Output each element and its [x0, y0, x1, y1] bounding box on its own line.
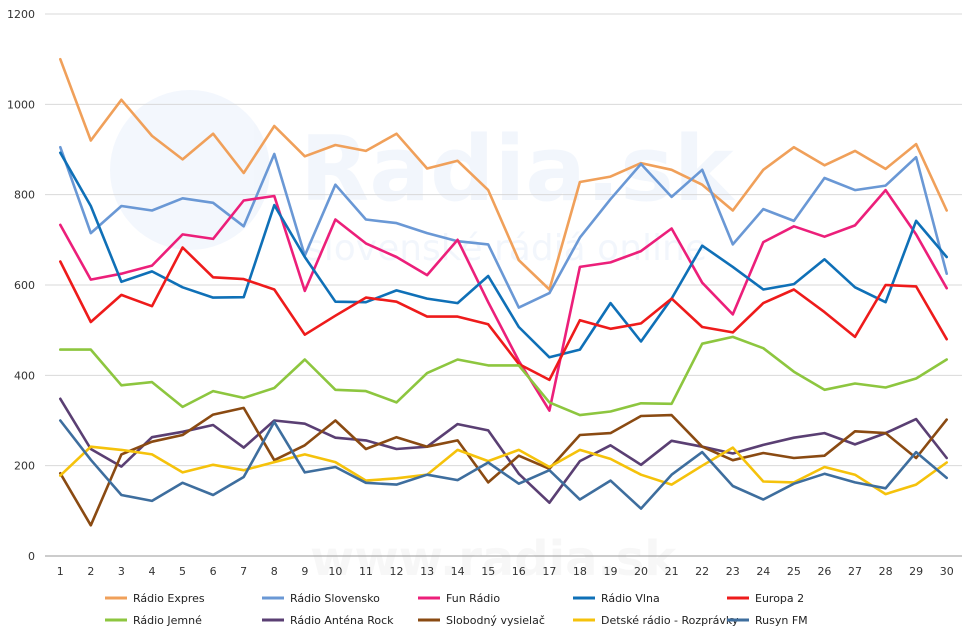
legend-label: Fun Rádio — [446, 592, 500, 605]
y-tick-label: 1000 — [7, 98, 35, 111]
series-line — [58, 406, 949, 527]
series-line — [58, 188, 949, 412]
x-tick-label: 10 — [328, 565, 342, 578]
series-line — [58, 145, 949, 309]
x-tick-label: 3 — [118, 565, 125, 578]
x-tick-label: 28 — [879, 565, 893, 578]
x-tick-label: 9 — [301, 565, 308, 578]
legend-label: Detské rádio - Rozprávky — [601, 614, 739, 627]
x-tick-label: 23 — [726, 565, 740, 578]
x-tick-label: 20 — [634, 565, 648, 578]
series-line — [58, 335, 949, 417]
series-line — [58, 445, 949, 496]
watermark-site: www.radia.sk — [310, 531, 677, 587]
legend-label: Rusyn FM — [755, 614, 808, 627]
x-tick-label: 1 — [57, 565, 64, 578]
x-tick-label: 7 — [240, 565, 247, 578]
y-tick-label: 0 — [28, 550, 35, 563]
legend-label: Europa 2 — [755, 592, 804, 605]
x-tick-label: 14 — [451, 565, 465, 578]
series-line — [58, 246, 949, 382]
x-tick-label: 13 — [420, 565, 434, 578]
x-tick-label: 21 — [665, 565, 679, 578]
x-tick-label: 5 — [179, 565, 186, 578]
x-tick-label: 8 — [271, 565, 278, 578]
x-tick-label: 18 — [573, 565, 587, 578]
y-tick-label: 400 — [14, 369, 35, 382]
x-tick-label: 24 — [756, 565, 770, 578]
x-tick-label: 19 — [603, 565, 617, 578]
y-tick-label: 200 — [14, 460, 35, 473]
y-tick-label: 600 — [14, 279, 35, 292]
x-tick-label: 17 — [542, 565, 556, 578]
series-line — [58, 151, 949, 359]
x-tick-label: 12 — [390, 565, 404, 578]
legend-label: Slobodný vysielač — [446, 614, 545, 627]
x-tick-label: 27 — [848, 565, 862, 578]
x-tick-label: 26 — [817, 565, 831, 578]
y-tick-label: 800 — [14, 189, 35, 202]
x-tick-label: 16 — [512, 565, 526, 578]
legend-label: Rádio Expres — [133, 592, 205, 605]
x-tick-label: 15 — [481, 565, 495, 578]
y-tick-label: 1200 — [7, 8, 35, 21]
x-tick-label: 30 — [940, 565, 954, 578]
legend-label: Rádio Vlna — [601, 592, 660, 605]
x-tick-label: 25 — [787, 565, 801, 578]
legend-label: Rádio Slovensko — [290, 592, 380, 605]
watermark-tagline: slovenské rádiá online — [305, 228, 707, 269]
legend-label: Rádio Anténa Rock — [290, 614, 394, 627]
series-line — [58, 397, 949, 505]
x-tick-label: 4 — [148, 565, 155, 578]
x-tick-label: 22 — [695, 565, 709, 578]
legend-label: Rádio Jemné — [133, 614, 202, 627]
series-lines — [58, 57, 949, 527]
series-line — [58, 57, 949, 291]
watermark-brand: Radia.sk — [300, 117, 736, 222]
x-tick-label: 29 — [909, 565, 923, 578]
x-tick-label: 2 — [87, 565, 94, 578]
grid — [45, 13, 962, 557]
series-line — [58, 419, 949, 510]
x-tick-label: 11 — [359, 565, 373, 578]
x-tick-label: 6 — [210, 565, 217, 578]
legend: Rádio Expres Rádio Slovensko Fun Rádio Rádi… — [105, 592, 808, 627]
